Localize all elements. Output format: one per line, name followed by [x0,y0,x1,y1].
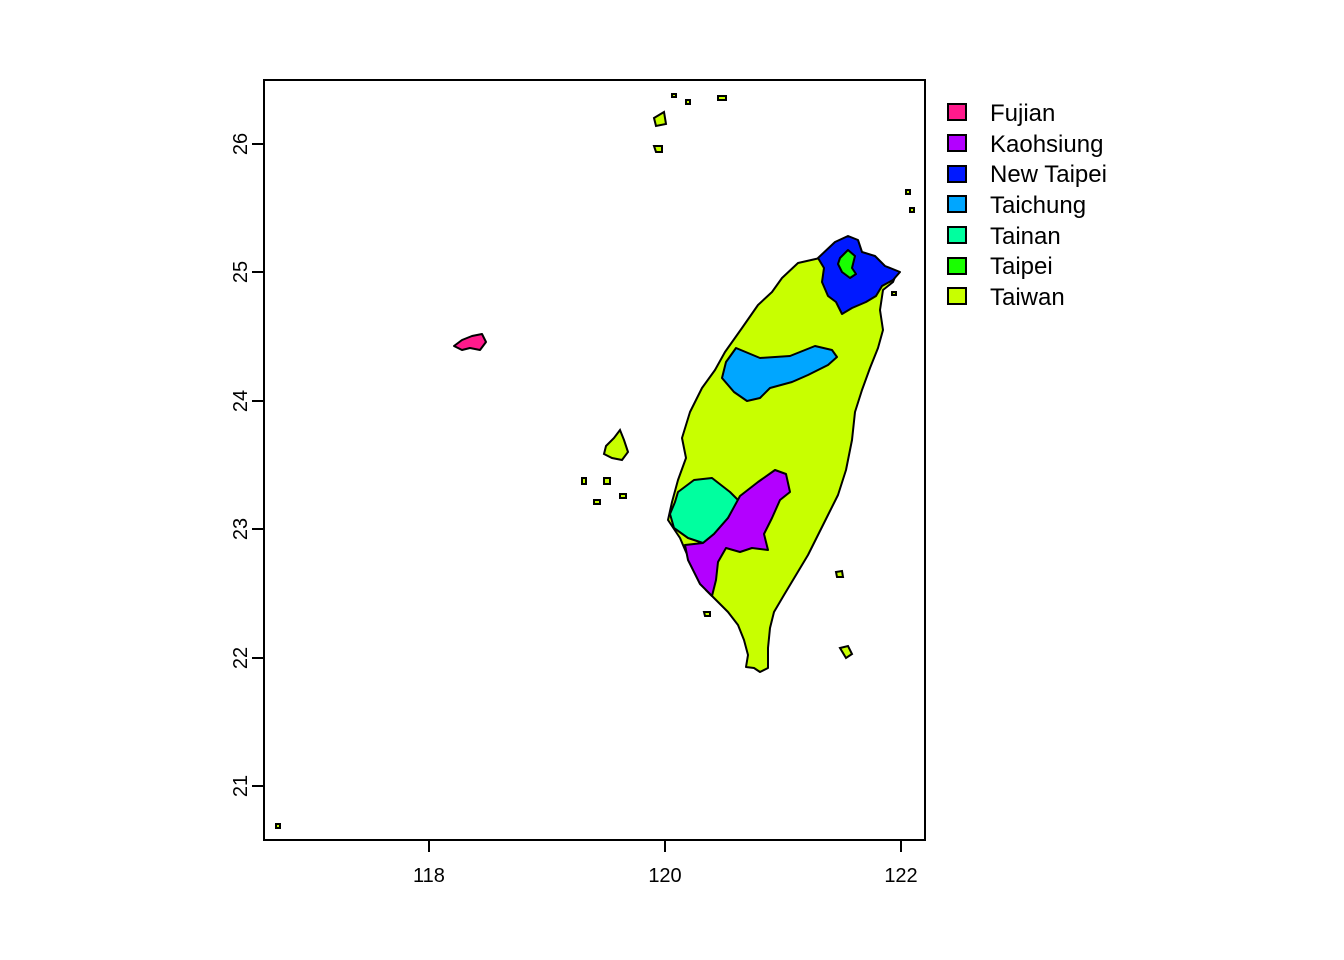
x-tick-label: 118 [413,865,445,887]
region-kaohsiung [684,469,791,597]
islet-matsu-4 [685,99,691,105]
legend-swatch-tainan [947,226,967,244]
legend-swatch-kaohsiung [947,134,967,152]
legend-label: Taichung [990,192,1086,219]
legend-label: Fujian [990,100,1055,127]
islet-orchid-island [834,569,845,578]
islet-southwest [275,823,281,829]
map-islets [275,93,915,829]
y-tick-label: 21 [230,775,252,797]
y-tick-label: 24 [230,390,252,412]
islet-matsu-2 [652,145,663,153]
legend-label: Tainan [990,223,1061,250]
islet-northeast [891,291,897,296]
islet-penghu-main [602,427,630,462]
legend-swatch-taichung [947,195,967,213]
legend-swatch-new-taipei [947,165,967,183]
legend-label: Taiwan [990,284,1065,311]
islet-matsu-1 [652,110,668,128]
islet-penghu-west [581,477,587,485]
y-tick-label: 25 [230,261,252,283]
x-tick-label: 120 [648,865,681,887]
legend-label: Taipei [990,253,1053,280]
map-regions [453,235,901,673]
islet-liuqiu [702,611,711,617]
legend-swatch-fujian [947,103,967,121]
islet-penghu-south-2 [593,499,601,505]
y-axis: 21 22 23 24 25 26 [230,133,265,797]
region-taiwan [667,251,898,673]
region-new-taipei [817,235,901,315]
region-taipei [837,249,857,279]
region-taichung [721,345,838,402]
legend: Fujian Kaohsiung New Taipei Taichung Tai… [947,100,1107,311]
legend-swatch-taiwan [947,287,967,305]
legend-swatch-taipei [947,257,967,275]
x-axis: 118 120 122 [413,839,918,887]
y-tick-label: 23 [230,518,252,540]
x-tick-label: 122 [884,865,917,887]
islet-matsu-5 [671,93,677,98]
islet-penghu-south-3 [619,493,627,499]
islet-green-island [838,644,854,660]
legend-label: New Taipei [990,161,1107,188]
islet-keelung-1 [905,189,911,195]
islet-keelung-2 [909,207,915,213]
region-fujian [453,333,487,351]
islet-penghu-south-1 [603,477,611,485]
legend-label: Kaohsiung [990,131,1103,158]
islet-matsu-3 [717,95,727,101]
y-tick-label: 22 [230,647,252,669]
y-tick-label: 26 [230,133,252,155]
